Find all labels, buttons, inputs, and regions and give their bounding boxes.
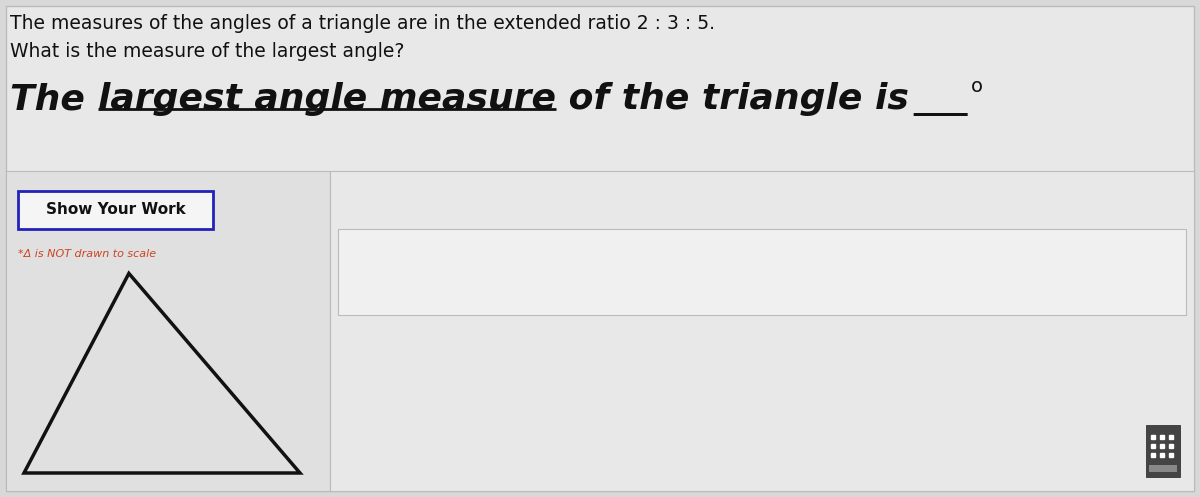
FancyBboxPatch shape [6,6,1194,491]
FancyBboxPatch shape [338,229,1186,315]
Text: The measures of the angles of a triangle are in the extended ratio 2 : 3 : 5.: The measures of the angles of a triangle… [10,14,715,33]
Text: Show Your Work: Show Your Work [46,202,185,218]
Text: What is the measure of the largest angle?: What is the measure of the largest angle… [10,42,404,61]
FancyBboxPatch shape [18,191,214,229]
Text: largest angle measure: largest angle measure [97,82,556,116]
Text: The: The [10,82,97,116]
FancyBboxPatch shape [6,171,330,491]
Text: of the triangle is: of the triangle is [556,82,908,116]
FancyBboxPatch shape [330,171,1194,491]
Text: o: o [971,77,983,96]
Text: *Δ is NOT drawn to scale: *Δ is NOT drawn to scale [18,249,156,259]
FancyBboxPatch shape [1146,425,1180,477]
FancyBboxPatch shape [1150,465,1177,472]
Text: ___: ___ [913,82,967,116]
